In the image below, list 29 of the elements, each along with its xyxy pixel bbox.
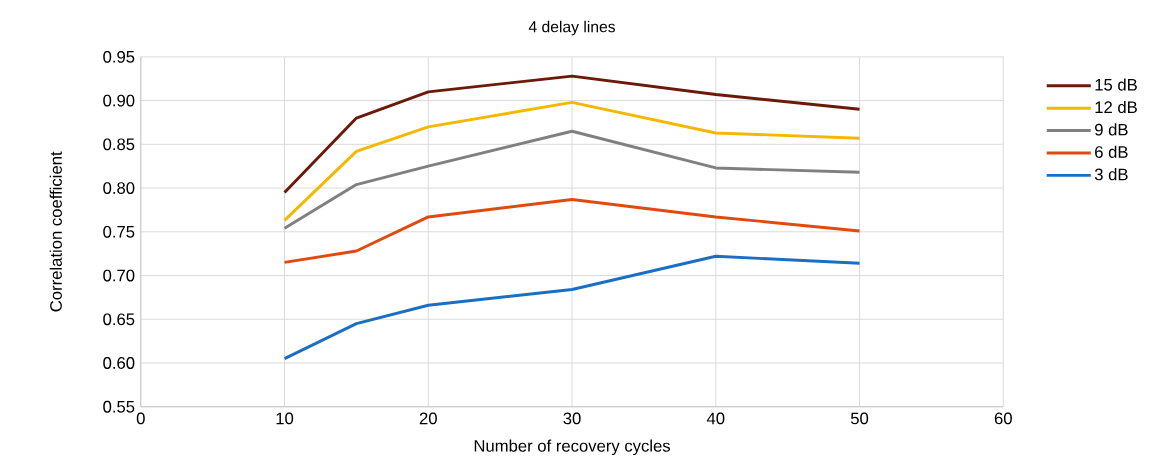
legend-label: 15 dB: [1095, 78, 1137, 91]
y-tick-label: 0.60: [103, 356, 135, 369]
y-tick-label: 0.95: [103, 50, 135, 63]
x-tick-label: 30: [563, 412, 581, 425]
x-tick-label: 40: [706, 412, 725, 425]
line-series: [283, 100, 862, 222]
y-tick-label: 0.55: [103, 400, 135, 413]
y-tick-label: 0.65: [103, 313, 135, 326]
legend-label: 12 dB: [1095, 100, 1137, 113]
x-tick-label: 10: [276, 412, 294, 425]
x-tick-label: 0: [136, 412, 145, 425]
x-tick-label: 60: [994, 412, 1012, 425]
line-series: [283, 74, 862, 194]
x-tick-label: 20: [419, 412, 437, 425]
y-tick-label: 0.75: [103, 225, 135, 238]
legend-label: 6 dB: [1095, 145, 1128, 158]
x-axis-title: Number of recovery cycles: [474, 439, 671, 455]
line-series: [283, 129, 862, 230]
line-series: [283, 197, 862, 264]
legend-label: 3 dB: [1094, 167, 1128, 181]
y-tick-label: 0.70: [103, 269, 135, 282]
y-tick-label: 0.80: [103, 181, 135, 194]
y-tick-label: 0.90: [103, 94, 135, 107]
legend-label: 9 dB: [1095, 123, 1128, 136]
line-series: [283, 254, 862, 360]
y-tick-label: 0.85: [103, 138, 135, 151]
chart-title: 4 delay lines: [528, 20, 616, 36]
y-axis-title: Correlation coefficient: [49, 151, 62, 312]
x-tick-label: 50: [850, 412, 869, 425]
